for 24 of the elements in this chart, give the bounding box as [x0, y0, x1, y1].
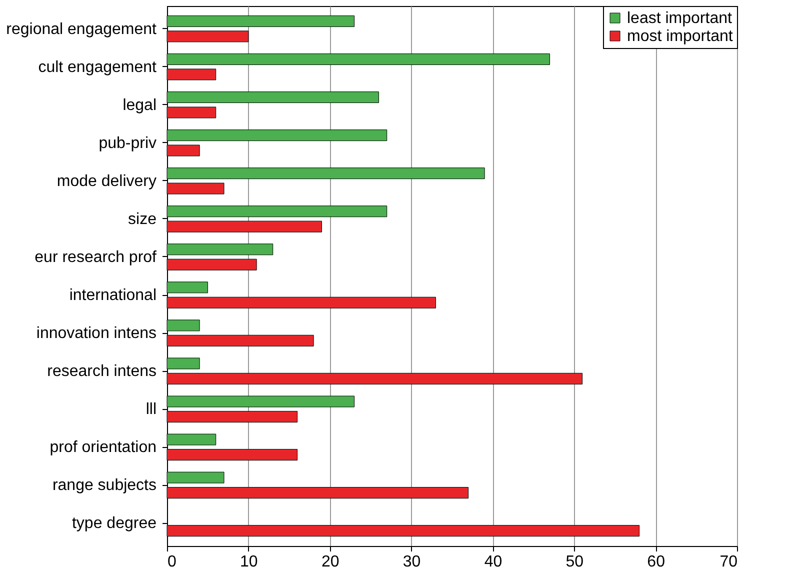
- x-tick-label: 0: [168, 554, 176, 570]
- x-tick-label: 20: [321, 554, 340, 570]
- y-tick-label: mode delivery: [56, 172, 156, 190]
- y-tick-label: research intens: [47, 363, 156, 380]
- x-tick-label: 10: [240, 554, 258, 570]
- y-tick-label: innovation intens: [36, 325, 156, 342]
- y-tick-label: lll: [146, 401, 156, 418]
- y-tick-label: regional engagement: [6, 20, 158, 38]
- y-tick-label: cult engagement: [38, 58, 158, 76]
- y-tick-label: range subjects: [52, 477, 156, 494]
- y-tick-label: pub-priv: [98, 134, 156, 152]
- y-tick-label: type degree: [72, 515, 157, 532]
- x-tick-label: 40: [484, 554, 502, 570]
- x-tick-label: 60: [647, 554, 666, 570]
- x-tick-label: 70: [720, 554, 738, 570]
- x-tick-label: 50: [566, 554, 584, 570]
- y-tick-label: international: [69, 287, 156, 304]
- y-tick-label: prof orientation: [50, 439, 156, 456]
- legend-label: least important: [627, 10, 732, 27]
- y-tick-label: eur research prof: [34, 248, 158, 266]
- legend-label: most important: [627, 28, 734, 45]
- x-tick-label: 30: [402, 554, 421, 570]
- y-tick-label: size: [128, 210, 157, 228]
- y-tick-label: legal: [122, 96, 156, 114]
